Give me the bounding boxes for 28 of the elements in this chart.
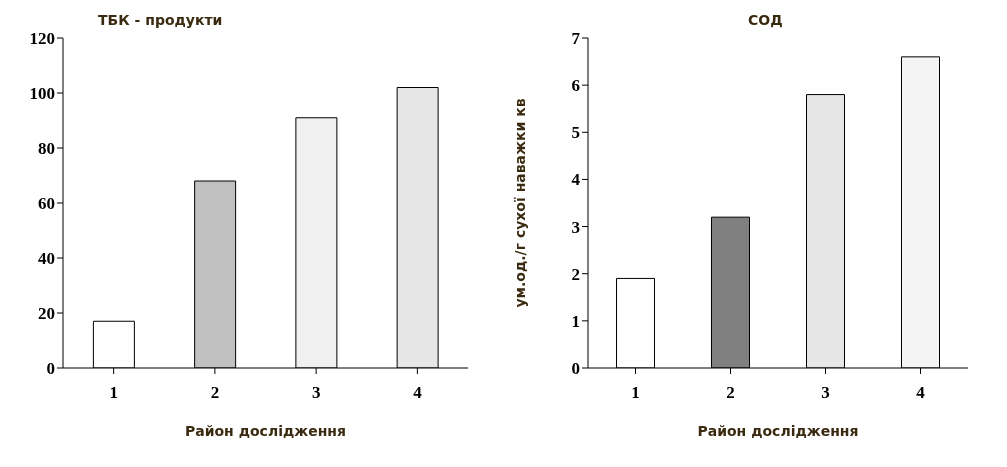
y-tick-label: 7 <box>571 29 581 49</box>
y-tick-label: 4 <box>571 170 581 190</box>
y-tick-label: 1 <box>571 311 580 331</box>
y-tick-label: 3 <box>571 217 580 237</box>
y-tick-label: 6 <box>571 76 580 96</box>
chart-title: СОД <box>748 12 783 28</box>
y-tick-label: 0 <box>46 359 55 379</box>
x-tick-label: 4 <box>916 383 926 403</box>
x-tick-label: 1 <box>631 383 640 403</box>
x-tick-label: 3 <box>311 383 321 403</box>
x-tick-label: 2 <box>210 383 220 403</box>
y-tick-label: 100 <box>29 84 55 104</box>
x-tick-label: 2 <box>726 383 735 403</box>
chart-title: ТБК - продукти <box>98 12 223 28</box>
y-tick-label: 120 <box>29 29 55 49</box>
x-axis-title: Район дослідження <box>697 423 859 439</box>
x-tick-label: 1 <box>109 383 118 403</box>
x-tick-label: 3 <box>821 383 830 403</box>
y-tick-label: 80 <box>38 139 55 159</box>
y-tick-label: 0 <box>571 359 580 379</box>
y-tick-label: 5 <box>571 123 580 143</box>
y-tick-label: 20 <box>38 304 55 324</box>
y-tick-label: 60 <box>38 194 55 214</box>
x-axis-title: Район дослідження <box>184 423 347 439</box>
y-axis-title: ум.од./г сухої наважки кв <box>511 98 528 308</box>
x-tick-label: 4 <box>413 383 423 403</box>
y-tick-label: 40 <box>38 249 55 269</box>
y-tick-label: 2 <box>571 264 580 284</box>
